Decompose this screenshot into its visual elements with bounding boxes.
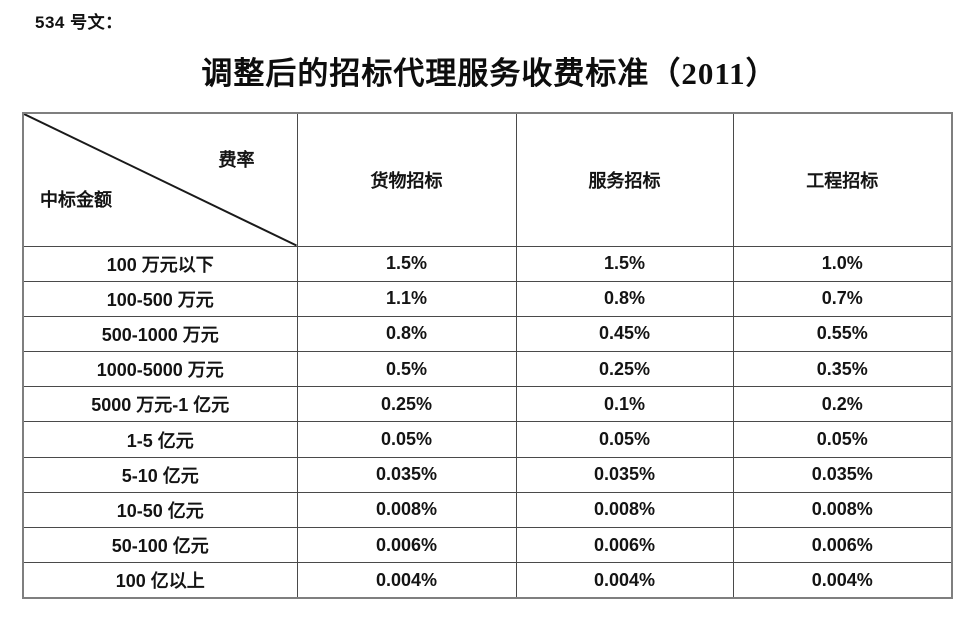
column-header-services: 服务招标	[515, 112, 734, 247]
rate-cell: 0.05%	[296, 421, 517, 458]
rate-cell: 0.035%	[515, 456, 734, 493]
row-label: 5000 万元-1 亿元	[22, 386, 298, 423]
header-row: 费率 中标金额 货物招标 服务招标 工程招标	[22, 112, 953, 247]
rate-cell: 0.006%	[296, 526, 517, 564]
page-title: 调整后的招标代理服务收费标准（2011）	[201, 56, 778, 91]
rate-cell: 0.05%	[732, 421, 953, 458]
rate-cell: 0.004%	[515, 562, 734, 599]
corner-label-amount: 中标金额	[40, 190, 112, 210]
rate-cell: 0.004%	[732, 562, 953, 599]
row-label: 100 万元以下	[22, 245, 298, 282]
column-header-goods: 货物招标	[296, 112, 517, 247]
rate-cell: 0.25%	[296, 386, 517, 423]
rate-cell: 1.1%	[296, 280, 517, 317]
row-label: 500-1000 万元	[22, 315, 298, 353]
row-label: 5-10 亿元	[22, 456, 298, 493]
doc-number-label: 534 号文：	[35, 13, 123, 32]
fee-table: 费率 中标金额 货物招标 服务招标 工程招标 100 万元以下 1.5% 1.5% 1…	[22, 112, 953, 599]
row-label: 10-50 亿元	[22, 491, 298, 529]
rate-cell: 0.05%	[515, 421, 734, 458]
table-row: 5-10 亿元 0.035% 0.035% 0.035%	[22, 456, 953, 493]
table-row: 50-100 亿元 0.006% 0.006% 0.006%	[22, 526, 953, 564]
rate-cell: 0.035%	[296, 456, 517, 493]
table-row: 100 万元以下 1.5% 1.5% 1.0%	[22, 245, 953, 282]
rate-cell: 0.004%	[296, 562, 517, 599]
corner-header-cell: 费率 中标金额	[22, 112, 298, 247]
row-label: 100 亿以上	[22, 562, 298, 599]
row-label: 100-500 万元	[22, 280, 298, 317]
diagonal-divider	[24, 114, 297, 246]
rate-cell: 0.006%	[732, 526, 953, 564]
rate-cell: 0.35%	[732, 351, 953, 388]
table-row: 10-50 亿元 0.008% 0.008% 0.008%	[22, 491, 953, 529]
rate-cell: 0.25%	[515, 351, 734, 388]
rate-cell: 0.8%	[296, 315, 517, 353]
rate-cell: 1.0%	[732, 245, 953, 282]
rate-cell: 0.8%	[515, 280, 734, 317]
corner-label-rate: 费率	[218, 150, 255, 170]
table-row: 1000-5000 万元 0.5% 0.25% 0.35%	[22, 351, 953, 388]
rate-cell: 0.1%	[515, 386, 734, 423]
rate-cell: 1.5%	[296, 245, 517, 282]
rate-cell: 0.006%	[515, 526, 734, 564]
table-row: 5000 万元-1 亿元 0.25% 0.1% 0.2%	[22, 386, 953, 423]
rate-cell: 0.7%	[732, 280, 953, 317]
row-label: 50-100 亿元	[22, 526, 298, 564]
row-label: 1000-5000 万元	[22, 351, 298, 388]
rate-cell: 0.5%	[296, 351, 517, 388]
rate-cell: 0.008%	[515, 491, 734, 529]
table-row: 1-5 亿元 0.05% 0.05% 0.05%	[22, 421, 953, 458]
row-label: 1-5 亿元	[22, 421, 298, 458]
fee-table-header: 费率 中标金额 货物招标 服务招标 工程招标	[22, 112, 953, 247]
table-row: 100-500 万元 1.1% 0.8% 0.7%	[22, 280, 953, 317]
rate-cell: 0.035%	[732, 456, 953, 493]
table-row: 500-1000 万元 0.8% 0.45% 0.55%	[22, 315, 953, 353]
rate-cell: 0.2%	[732, 386, 953, 423]
column-header-engineering: 工程招标	[732, 112, 953, 247]
rate-cell: 0.55%	[732, 315, 953, 353]
rate-cell: 1.5%	[515, 245, 734, 282]
fee-table-body: 100 万元以下 1.5% 1.5% 1.0% 100-500 万元 1.1% 0.8% 0.…	[22, 245, 953, 599]
rate-cell: 0.008%	[732, 491, 953, 529]
rate-cell: 0.45%	[515, 315, 734, 353]
rate-cell: 0.008%	[296, 491, 517, 529]
table-row: 100 亿以上 0.004% 0.004% 0.004%	[22, 562, 953, 599]
